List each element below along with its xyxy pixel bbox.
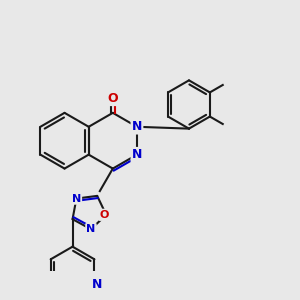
Text: N: N	[132, 148, 142, 161]
Text: N: N	[92, 278, 103, 291]
Text: N: N	[72, 194, 81, 204]
Text: O: O	[107, 92, 118, 105]
Text: N: N	[86, 224, 96, 234]
Text: O: O	[100, 210, 109, 220]
Text: N: N	[132, 120, 142, 133]
